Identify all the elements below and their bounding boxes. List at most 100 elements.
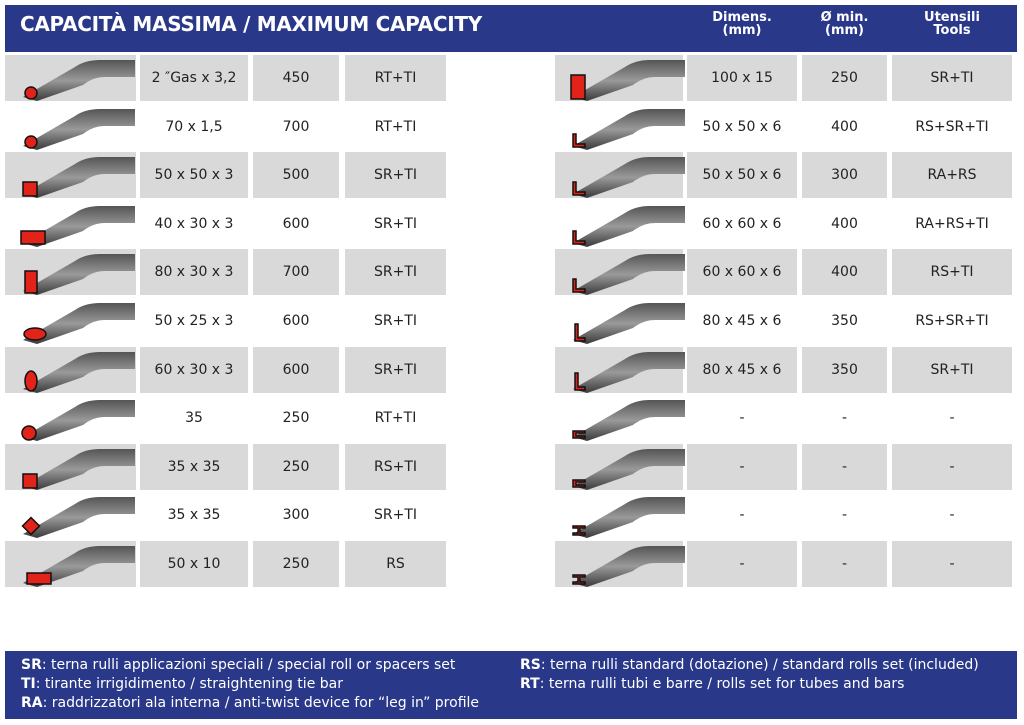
table-cell: 50 x 50 x 6 bbox=[687, 152, 797, 199]
legend-key: TI bbox=[21, 676, 36, 692]
table-cell: RT+TI bbox=[374, 118, 417, 135]
profile-icon bbox=[23, 303, 135, 344]
table-cell: RT+TI bbox=[345, 55, 446, 101]
table-cell: 250 bbox=[253, 541, 339, 587]
table-cell: - bbox=[841, 410, 848, 427]
image-cell bbox=[5, 395, 136, 442]
profile-icon bbox=[23, 60, 135, 101]
image-cell bbox=[5, 152, 136, 199]
table-cell: SR+TI bbox=[892, 346, 1012, 393]
legend-bar: SR: terna rulli applicazioni speciali / … bbox=[5, 651, 1017, 719]
table-cell: 35 x 35 bbox=[167, 507, 221, 524]
table-cell: RA+RS bbox=[892, 152, 1012, 199]
table-cell: - bbox=[739, 410, 745, 427]
table-cell: 700 bbox=[282, 118, 310, 135]
legend-text: : terna rulli standard (dotazione) / sta… bbox=[540, 657, 979, 673]
image-cell bbox=[555, 541, 685, 587]
table-cell: 70 x 1,5 bbox=[165, 118, 223, 135]
legend-key: RA bbox=[21, 695, 43, 711]
table-cell: 60 x 60 x 6 bbox=[702, 215, 782, 232]
profile-icon bbox=[572, 157, 685, 199]
table-cell: RS+SR+TI bbox=[915, 313, 989, 329]
profile-icon bbox=[23, 546, 135, 587]
profile-icon bbox=[23, 351, 135, 393]
profile-icon bbox=[572, 448, 685, 490]
table-cell: RS bbox=[345, 541, 446, 587]
table-cell: 50 x 10 bbox=[140, 541, 248, 587]
table-cell: SR+TI bbox=[345, 346, 446, 393]
table-cell: - bbox=[687, 541, 797, 587]
table-cell: 600 bbox=[282, 313, 310, 329]
table-cell: 40 x 30 x 3 bbox=[154, 215, 234, 232]
profile-icon bbox=[573, 303, 685, 344]
table-cell: 250 bbox=[253, 443, 339, 490]
image-cell bbox=[555, 55, 685, 101]
profile-icon bbox=[572, 205, 685, 247]
image-cell bbox=[5, 346, 136, 393]
table-cell: 400 bbox=[831, 215, 858, 232]
table-cell: - bbox=[892, 541, 1012, 587]
table-cell: - bbox=[802, 541, 887, 587]
table-cell: RS+TI bbox=[892, 249, 1012, 296]
table-cell: SR+TI bbox=[373, 507, 418, 524]
image-cell bbox=[5, 492, 136, 539]
table-cell: - bbox=[739, 507, 745, 524]
table-cell: 35 bbox=[185, 410, 203, 427]
profile-icon bbox=[21, 497, 135, 539]
image-cell bbox=[555, 443, 685, 490]
table-cell: 80 x 45 x 6 bbox=[702, 313, 782, 329]
image-cell bbox=[555, 492, 685, 539]
legend-item: RS: terna rulli standard (dotazione) / s… bbox=[520, 656, 979, 675]
table-cell: RT+TI bbox=[374, 410, 417, 427]
legend-text: : raddrizzatori ala interna / anti-twist… bbox=[42, 695, 480, 711]
table-cell: 250 bbox=[802, 55, 887, 101]
profile-icon bbox=[572, 254, 685, 296]
column-header-line: (mm) bbox=[825, 23, 864, 38]
image-cell bbox=[5, 249, 136, 296]
profile-icon bbox=[23, 254, 135, 296]
table-cell: SR+TI bbox=[345, 249, 446, 296]
column-header: Dimens. (mm) bbox=[687, 11, 797, 37]
profile-icon bbox=[572, 108, 685, 150]
column-header: Utensili Tools bbox=[892, 11, 1012, 37]
table-cell: 250 bbox=[282, 410, 310, 427]
table-cell: 300 bbox=[282, 507, 310, 524]
legend-key: SR bbox=[21, 657, 42, 673]
table-cell: - bbox=[892, 443, 1012, 490]
profile-icon bbox=[572, 546, 685, 587]
profile-icon bbox=[22, 448, 135, 490]
table-cell: - bbox=[802, 443, 887, 490]
table-cell: 60 x 30 x 3 bbox=[140, 346, 248, 393]
image-cell bbox=[5, 298, 136, 344]
profile-icon bbox=[23, 108, 135, 150]
legend-item: RA: raddrizzatori ala interna / anti-twi… bbox=[21, 694, 479, 713]
legend-item: RT: terna rulli tubi e barre / rolls set… bbox=[520, 675, 904, 694]
table-cell: - bbox=[949, 507, 955, 524]
legend-key: RT bbox=[520, 676, 540, 692]
table-cell: 500 bbox=[253, 152, 339, 199]
table-cell: 80 x 30 x 3 bbox=[140, 249, 248, 296]
header-bar bbox=[5, 5, 1017, 52]
table-cell: 60 x 60 x 6 bbox=[687, 249, 797, 296]
legend-item: SR: terna rulli applicazioni speciali / … bbox=[21, 656, 455, 675]
table-cell: 80 x 45 x 6 bbox=[687, 346, 797, 393]
image-cell bbox=[5, 55, 136, 101]
table-cell: - bbox=[949, 410, 955, 427]
column-header-line: (mm) bbox=[722, 23, 762, 38]
table-cell: 700 bbox=[253, 249, 339, 296]
table-cell: 450 bbox=[253, 55, 339, 101]
table-cell: 50 x 50 x 6 bbox=[702, 118, 782, 135]
image-cell bbox=[555, 346, 685, 393]
column-header: Ø min. (mm) bbox=[802, 11, 887, 37]
column-header-line: Ø min. bbox=[820, 10, 869, 25]
table-cell: 600 bbox=[253, 346, 339, 393]
table-cell: 400 bbox=[802, 249, 887, 296]
image-cell bbox=[5, 443, 136, 490]
image-cell bbox=[555, 395, 685, 442]
image-cell bbox=[555, 298, 685, 344]
profile-icon bbox=[572, 400, 685, 442]
image-cell bbox=[555, 201, 685, 247]
image-cell bbox=[5, 201, 136, 247]
table-cell: SR+TI bbox=[892, 55, 1012, 101]
